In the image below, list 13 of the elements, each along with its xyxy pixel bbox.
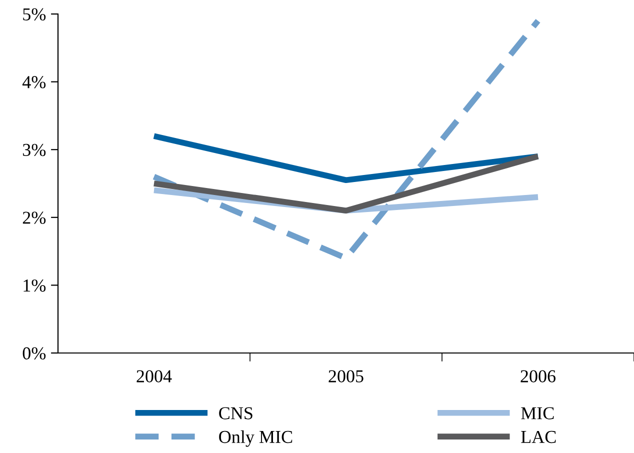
y-tick-label: 0%	[22, 347, 46, 360]
y-tick-label: 2%	[22, 212, 46, 224]
y-tick-label: 1%	[24, 279, 46, 292]
legend-label: Only MIC	[219, 430, 292, 447]
x-tick-label: 2004	[136, 370, 172, 382]
legend-label: LAC	[521, 430, 556, 444]
y-tick-label: 5%	[23, 8, 46, 20]
legend-label: MIC	[521, 407, 554, 420]
y-tick-label: 3%	[22, 144, 46, 156]
x-tick-label: 2006	[520, 370, 556, 382]
legend-label: CNS	[219, 407, 252, 420]
y-tick-label: 4%	[22, 76, 46, 88]
x-tick-label: 2005	[328, 370, 364, 382]
